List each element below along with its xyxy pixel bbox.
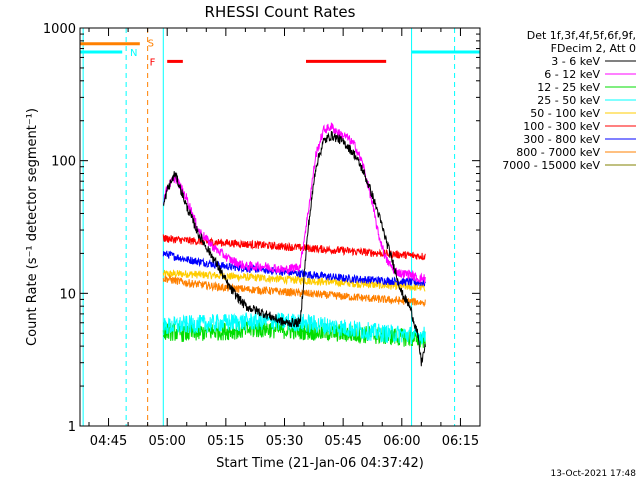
flag-bars: SN F [80,38,480,68]
x-tick-label: 05:45 [324,434,361,449]
x-axis-label: Start Time (21-Jan-06 04:37:42) [216,456,424,471]
y-tick-label: 10 [59,287,76,302]
vertical-markers [82,28,456,426]
series-line-6-12-kev [162,122,426,285]
series-line-100-300-kev [162,234,426,261]
y-tick-label: 1 [68,420,76,435]
x-tick-label: 06:15 [442,434,479,449]
legend-label: 3 - 6 keV [551,55,600,68]
series-line-3-6-kev [162,130,426,367]
series-line-300-800-kev [162,250,426,287]
x-tick-label: 05:00 [148,434,185,449]
legend-label: 50 - 100 keV [530,107,600,120]
legend-label: 800 - 7000 keV [516,146,600,159]
legend-label: 6 - 12 keV [544,68,600,81]
axes: 04:45 05:00 05:15 05:30 05:45 06:00 06:15 1 10 10… [43,22,481,449]
legend-header-line: FDecim 2, Att 0 [551,42,636,55]
y-tick-label: 1000 [43,22,76,37]
legend-label: 100 - 300 keV [523,120,600,133]
legend-label: 7000 - 15000 keV [502,159,600,172]
series-line-800-7000-kev [162,273,426,307]
legend-label: 12 - 25 keV [537,81,600,94]
legend-label: 300 - 800 keV [523,133,600,146]
flag-label-f: F [150,57,156,68]
chart-title: RHESSI Count Rates [205,3,356,21]
series-line-50-100-kev [162,269,426,292]
x-tick-label: 04:45 [90,434,127,449]
y-axis-label: Count Rate (s⁻¹ detector segment⁻¹) [25,108,40,346]
legend-header-line: Det 1f,3f,4f,5f,6f,9f, [527,29,636,42]
flag-label-n: N [130,48,137,59]
series-line-25-50-kev [162,312,426,345]
x-tick-label: 05:30 [266,434,303,449]
y-tick-label: 100 [51,155,76,170]
plot-frame [79,27,481,427]
x-tick-label: 06:00 [383,434,420,449]
legend: Det 1f,3f,4f,5f,6f,9f,FDecim 2, Att 03 -… [502,29,636,172]
series-lines [162,122,426,367]
x-tick-label: 05:15 [207,434,244,449]
flag-label-s: S [148,38,154,49]
legend-label: 25 - 50 keV [537,94,600,107]
timestamp: 13-Oct-2021 17:48 [551,469,637,479]
